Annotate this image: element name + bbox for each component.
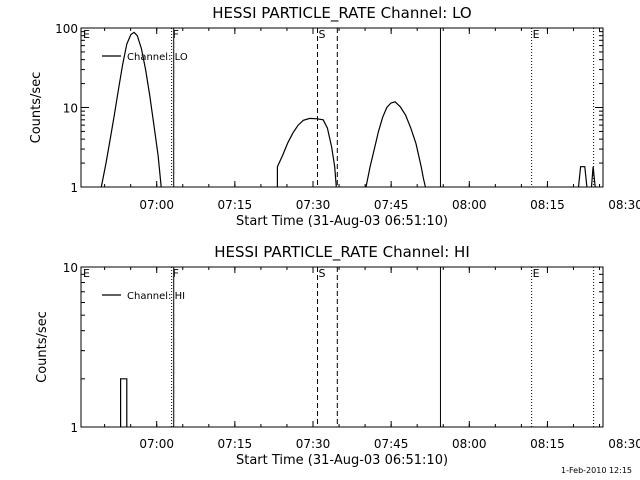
y-tick-label: 100: [55, 22, 78, 36]
plot-frame: [80, 27, 604, 188]
y-axis-label: Counts/sec: [35, 311, 50, 383]
x-tick-label: 07:45: [374, 198, 409, 212]
event-label-start: E: [83, 267, 90, 280]
chart-title: HESSI PARTICLE_RATE Channel: HI: [214, 243, 470, 262]
lo-channel-panel: HESSI PARTICLE_RATE Channel: LO 07:00 07:1…: [29, 4, 640, 229]
x-tick-label: 08:30: [608, 437, 640, 451]
hi-channel-panel: HESSI PARTICLE_RATE Channel: HI 07:00 07:1…: [35, 243, 640, 468]
event-label: F: [173, 267, 179, 280]
x-axis-label: Start Time (31-Aug-03 06:51:10): [236, 453, 448, 468]
x-tick-label: 08:00: [452, 437, 487, 451]
generation-stamp: 1-Feb-2010 12:15: [561, 466, 632, 475]
x-tick-label: 08:15: [530, 198, 565, 212]
data-line: [590, 166, 596, 188]
data-line: [577, 166, 588, 188]
y-tick-label: 10: [63, 102, 78, 116]
event-label: E: [533, 267, 540, 280]
x-tick-label: 07:00: [139, 198, 174, 212]
event-label-start: E: [83, 28, 90, 41]
data-line: [100, 31, 162, 188]
event-label: S: [319, 267, 326, 280]
data-line: [365, 101, 426, 188]
y-tick-label: 1: [70, 421, 78, 435]
x-tick-label: 07:15: [218, 437, 253, 451]
plot-frame: [80, 266, 604, 428]
event-label: S: [319, 28, 326, 41]
y-axis-label: Counts/sec: [29, 72, 44, 144]
x-tick-label: 07:00: [139, 437, 174, 451]
event-label: E: [533, 28, 540, 41]
x-tick-label: 07:15: [218, 198, 253, 212]
chart-title: HESSI PARTICLE_RATE Channel: LO: [212, 4, 471, 23]
data-line: [276, 117, 337, 188]
legend-label: Channel: HI: [127, 291, 185, 302]
x-tick-label: 08:30: [608, 198, 640, 212]
y-tick-label: 1: [70, 181, 78, 195]
y-tick-label: 10: [63, 261, 78, 275]
x-tick-label: 08:00: [452, 198, 487, 212]
legend-label: Channel: LO: [127, 52, 188, 63]
event-label: F: [173, 28, 179, 41]
x-tick-label: 08:15: [530, 437, 565, 451]
data-line: [119, 378, 128, 427]
x-tick-label: 07:45: [374, 437, 409, 451]
x-tick-label: 07:30: [296, 198, 331, 212]
x-axis-label: Start Time (31-Aug-03 06:51:10): [236, 214, 448, 229]
x-tick-label: 07:30: [296, 437, 331, 451]
